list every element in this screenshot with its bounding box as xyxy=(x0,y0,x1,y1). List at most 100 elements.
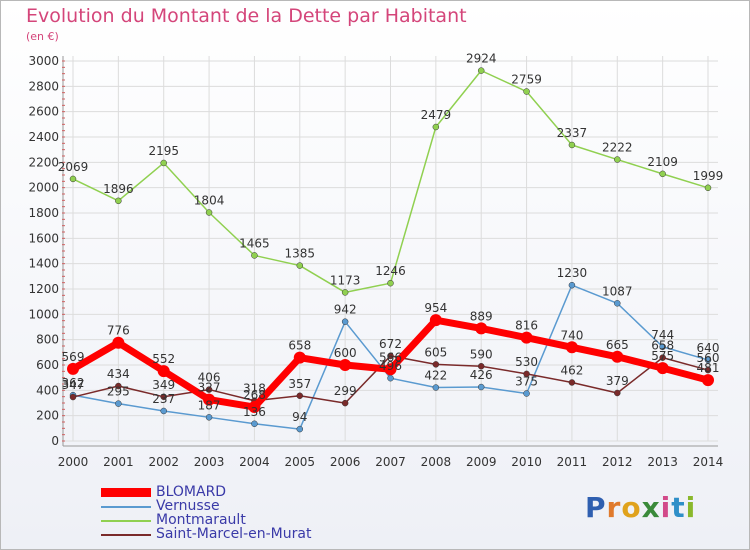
data-point xyxy=(477,363,485,370)
data-point xyxy=(565,341,578,354)
data-point xyxy=(523,390,530,397)
logo-letter: o xyxy=(621,491,642,524)
data-label: 2924 xyxy=(466,52,497,66)
data-point xyxy=(659,170,666,178)
data-label: 816 xyxy=(515,319,538,333)
data-point xyxy=(296,392,304,400)
data-label: 375 xyxy=(515,375,538,389)
data-point xyxy=(296,425,304,433)
y-tick-label: 0 xyxy=(51,434,59,448)
x-tick-label: 2008 xyxy=(421,455,452,469)
data-point xyxy=(115,197,122,205)
data-label: 552 xyxy=(152,352,175,366)
y-tick-label: 1200 xyxy=(28,282,59,296)
x-tick-label: 2011 xyxy=(557,455,588,469)
data-label: 434 xyxy=(107,367,130,381)
data-point xyxy=(429,314,442,327)
y-tick-label: 2400 xyxy=(28,130,59,144)
data-point xyxy=(432,361,440,368)
data-label: 406 xyxy=(198,371,221,385)
y-tick-label: 3000 xyxy=(28,54,59,68)
logo-letter: t xyxy=(671,491,686,524)
data-label: 569 xyxy=(62,350,85,364)
x-tick-label: 2007 xyxy=(375,455,406,469)
x-tick-label: 2009 xyxy=(466,455,497,469)
data-label: 1465 xyxy=(239,236,270,250)
data-label: 658 xyxy=(288,339,311,353)
logo-letter: r xyxy=(606,491,622,524)
chart-subtitle: (en €) xyxy=(26,30,59,43)
data-point xyxy=(614,300,621,307)
y-tick-label: 400 xyxy=(36,383,59,397)
data-point xyxy=(205,386,213,393)
data-label: 496 xyxy=(379,359,402,373)
y-tick-label: 1800 xyxy=(28,206,59,220)
data-label: 422 xyxy=(424,369,447,383)
legend-swatch xyxy=(101,488,151,497)
data-label: 299 xyxy=(334,384,357,398)
data-label: 1385 xyxy=(285,247,316,261)
data-label: 640 xyxy=(697,341,720,355)
data-label: 295 xyxy=(107,385,130,399)
data-point xyxy=(475,322,488,335)
data-point xyxy=(387,352,394,360)
legend-swatch xyxy=(101,520,151,522)
data-label: 318 xyxy=(243,382,266,396)
data-point xyxy=(341,289,349,296)
data-point xyxy=(160,159,167,167)
legend-swatch xyxy=(101,506,151,508)
data-point xyxy=(523,88,530,95)
data-label: 2337 xyxy=(557,126,588,140)
x-tick-label: 2000 xyxy=(58,455,89,469)
data-label: 2479 xyxy=(421,108,452,122)
data-point xyxy=(251,420,258,428)
data-point xyxy=(69,175,77,183)
data-point xyxy=(704,356,712,364)
data-label: 94 xyxy=(292,410,307,424)
data-point xyxy=(341,318,349,325)
data-label: 327 xyxy=(198,381,221,395)
data-point xyxy=(248,401,261,414)
data-label: 2069 xyxy=(58,160,89,174)
data-point xyxy=(115,382,122,390)
data-label: 744 xyxy=(651,328,674,342)
data-point xyxy=(205,209,213,216)
legend-label: Vernusse xyxy=(156,498,220,514)
data-label: 2195 xyxy=(148,144,179,158)
data-point xyxy=(341,399,349,407)
data-point xyxy=(568,379,576,386)
data-label: 1230 xyxy=(557,266,588,280)
data-point xyxy=(614,156,621,163)
data-point xyxy=(523,370,530,378)
data-label: 1896 xyxy=(103,182,134,196)
legend-swatch xyxy=(101,534,151,536)
data-point xyxy=(160,407,167,415)
data-point xyxy=(115,400,122,407)
data-label: 357 xyxy=(288,377,311,391)
data-point xyxy=(296,262,304,269)
data-label: 566 xyxy=(379,350,402,364)
data-point xyxy=(157,365,170,378)
data-label: 462 xyxy=(560,363,583,377)
y-tick-label: 600 xyxy=(36,358,59,372)
logo-letter: P xyxy=(585,491,607,524)
data-label: 187 xyxy=(198,398,221,412)
y-tick-label: 1400 xyxy=(28,257,59,271)
legend-label: Montmarault xyxy=(156,512,246,528)
y-tick-label: 2600 xyxy=(28,105,59,119)
data-point xyxy=(432,384,440,391)
logo-letter: i xyxy=(660,491,672,524)
data-label: 136 xyxy=(243,405,266,419)
x-tick-label: 2014 xyxy=(693,455,724,469)
data-label: 1999 xyxy=(693,169,724,183)
data-point xyxy=(387,279,394,287)
x-tick-label: 2003 xyxy=(194,455,225,469)
data-point xyxy=(205,414,213,421)
data-label: 268 xyxy=(243,388,266,402)
data-label: 349 xyxy=(152,378,175,392)
data-label: 954 xyxy=(424,301,447,315)
x-tick-label: 2012 xyxy=(602,455,633,469)
data-point xyxy=(477,67,485,74)
x-tick-label: 2013 xyxy=(647,455,678,469)
